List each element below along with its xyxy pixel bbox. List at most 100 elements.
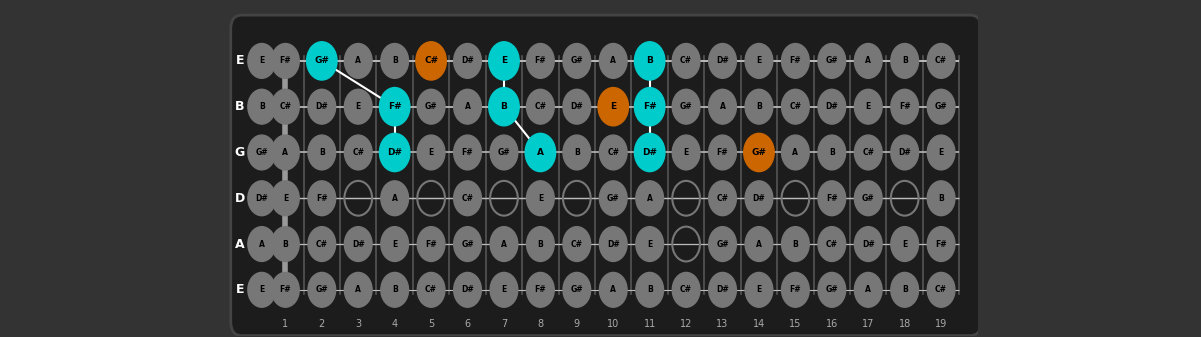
Circle shape: [454, 272, 482, 307]
Circle shape: [381, 181, 408, 216]
Circle shape: [599, 43, 627, 78]
Text: 15: 15: [789, 319, 801, 329]
Circle shape: [709, 227, 736, 262]
Circle shape: [563, 89, 591, 124]
Text: D#: D#: [570, 102, 584, 111]
Circle shape: [489, 42, 519, 80]
Text: F#: F#: [461, 148, 473, 157]
Circle shape: [307, 89, 335, 124]
Text: G#: G#: [607, 194, 620, 203]
Circle shape: [818, 43, 846, 78]
Text: G#: G#: [934, 102, 948, 111]
Circle shape: [416, 42, 447, 80]
Text: B: B: [574, 148, 580, 157]
Circle shape: [854, 43, 882, 78]
Text: G#: G#: [825, 285, 838, 294]
Text: B: B: [829, 148, 835, 157]
Circle shape: [709, 181, 736, 216]
Text: E: E: [938, 148, 944, 157]
Text: D#: D#: [387, 148, 402, 157]
Text: B: B: [757, 102, 761, 111]
Circle shape: [709, 272, 736, 307]
Circle shape: [599, 227, 627, 262]
Text: E: E: [259, 285, 264, 294]
Text: E: E: [610, 102, 616, 111]
Text: A: A: [355, 56, 362, 65]
Text: B: B: [902, 56, 908, 65]
Circle shape: [563, 135, 591, 170]
Text: A: A: [755, 240, 761, 249]
Circle shape: [306, 42, 337, 80]
Circle shape: [247, 272, 275, 307]
Text: C#: C#: [316, 240, 328, 249]
Circle shape: [526, 272, 554, 307]
Circle shape: [891, 89, 919, 124]
Circle shape: [563, 227, 591, 262]
Circle shape: [380, 133, 410, 172]
Circle shape: [271, 89, 299, 124]
Circle shape: [563, 43, 591, 78]
Circle shape: [454, 181, 482, 216]
Text: 19: 19: [936, 319, 948, 329]
Circle shape: [490, 227, 518, 262]
Circle shape: [709, 135, 736, 170]
Circle shape: [345, 89, 372, 124]
Circle shape: [634, 88, 665, 126]
Circle shape: [345, 272, 372, 307]
Text: C#: C#: [680, 56, 692, 65]
Text: E: E: [902, 240, 907, 249]
Circle shape: [709, 43, 736, 78]
Circle shape: [489, 88, 519, 126]
Circle shape: [854, 135, 882, 170]
Text: D: D: [234, 192, 245, 205]
Circle shape: [818, 135, 846, 170]
Circle shape: [782, 89, 809, 124]
Text: D#: D#: [461, 285, 474, 294]
Circle shape: [526, 227, 554, 262]
Circle shape: [271, 135, 299, 170]
Text: C#: C#: [280, 102, 292, 111]
Text: E: E: [683, 148, 688, 157]
Circle shape: [818, 227, 846, 262]
Circle shape: [673, 272, 700, 307]
Text: E: E: [282, 194, 288, 203]
Circle shape: [345, 135, 372, 170]
Text: F#: F#: [534, 285, 546, 294]
Text: A: A: [258, 240, 264, 249]
Circle shape: [745, 43, 772, 78]
Text: E: E: [429, 148, 434, 157]
Text: F#: F#: [534, 56, 546, 65]
Text: B: B: [793, 240, 799, 249]
Circle shape: [599, 181, 627, 216]
Circle shape: [745, 89, 772, 124]
Text: 14: 14: [753, 319, 765, 329]
Circle shape: [307, 181, 335, 216]
Circle shape: [782, 272, 809, 307]
Text: A: A: [610, 56, 616, 65]
Text: G#: G#: [316, 285, 328, 294]
Text: D#: D#: [607, 240, 620, 249]
Circle shape: [563, 272, 591, 307]
Text: C#: C#: [862, 148, 874, 157]
Text: E: E: [757, 285, 761, 294]
Circle shape: [599, 135, 627, 170]
Circle shape: [345, 227, 372, 262]
Text: E: E: [757, 56, 761, 65]
Circle shape: [247, 227, 275, 262]
Text: C#: C#: [352, 148, 364, 157]
Text: B: B: [319, 148, 324, 157]
Text: E: E: [259, 56, 264, 65]
Text: 12: 12: [680, 319, 692, 329]
Text: A: A: [865, 285, 871, 294]
Text: D#: D#: [256, 194, 268, 203]
Text: 16: 16: [826, 319, 838, 329]
Circle shape: [526, 181, 554, 216]
Text: C#: C#: [717, 194, 729, 203]
Text: D#: D#: [898, 148, 912, 157]
Text: C#: C#: [936, 285, 948, 294]
Circle shape: [307, 135, 335, 170]
Text: F#: F#: [717, 148, 728, 157]
Text: E: E: [235, 54, 244, 67]
Circle shape: [745, 272, 772, 307]
Text: A: A: [501, 240, 507, 249]
